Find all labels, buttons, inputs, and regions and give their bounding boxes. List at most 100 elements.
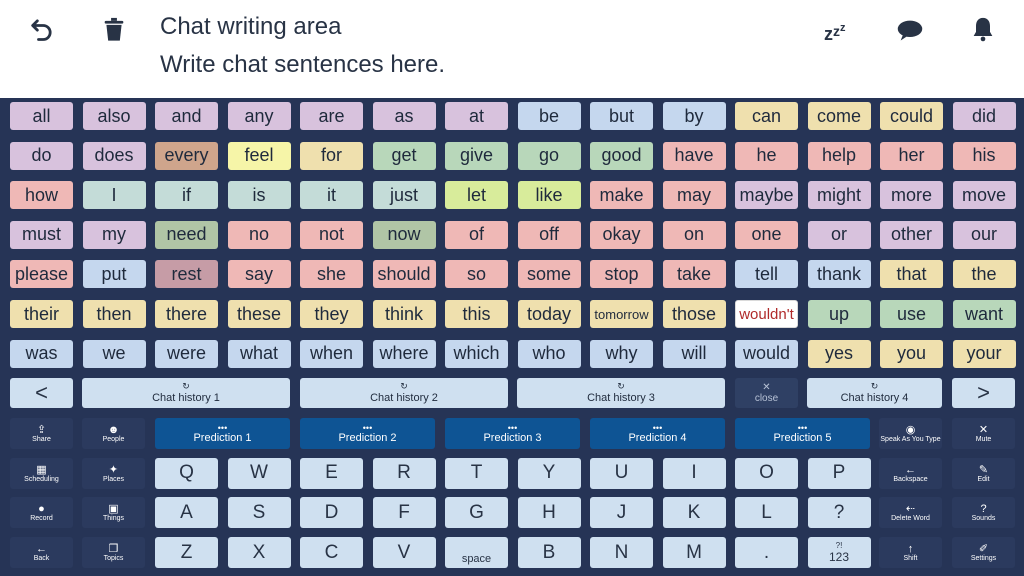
key-l[interactable]: L [735, 497, 798, 529]
key-y[interactable]: Y [517, 457, 581, 489]
word-key-rest[interactable]: rest [155, 260, 218, 289]
word-key-on[interactable]: on [662, 220, 726, 249]
word-key-do[interactable]: do [10, 141, 73, 170]
word-key-should[interactable]: should [372, 260, 436, 289]
key-g[interactable]: G [445, 497, 508, 529]
word-key-their[interactable]: their [10, 300, 73, 328]
key-x[interactable]: X [227, 537, 291, 569]
word-key-need[interactable]: need [155, 220, 218, 249]
word-key-then[interactable]: then [82, 300, 146, 328]
key-question[interactable]: ? [807, 497, 871, 529]
key-numbers[interactable]: ?! 123 [807, 537, 871, 569]
word-key-other[interactable]: other [880, 220, 943, 249]
word-key-or[interactable]: or [807, 220, 871, 249]
word-key-good[interactable]: good [590, 141, 653, 170]
word-key-yes[interactable]: yes [807, 339, 871, 368]
chat-history-4[interactable]: ↻ Chat history 4 [807, 378, 942, 408]
word-key-tomorrow[interactable]: tomorrow [590, 300, 653, 328]
word-key-are[interactable]: are [300, 102, 363, 130]
word-key-may[interactable]: may [662, 181, 726, 210]
word-key-make[interactable]: make [590, 181, 653, 210]
prediction-4[interactable]: ••• Prediction 4 [590, 418, 725, 449]
word-key-we[interactable]: we [82, 339, 146, 368]
side-button-things[interactable]: ▣ Things [82, 497, 145, 529]
word-key-were[interactable]: were [155, 339, 218, 368]
word-key-does[interactable]: does [82, 141, 146, 170]
side-button-people[interactable]: ☻ People [82, 418, 145, 449]
word-key-could[interactable]: could [880, 102, 943, 130]
word-key-our[interactable]: our [952, 220, 1016, 249]
word-key-was[interactable]: was [10, 339, 73, 368]
word-key-what[interactable]: what [227, 339, 291, 368]
side-button-settings[interactable]: ✐ Settings [952, 537, 1015, 569]
word-key-those[interactable]: those [662, 300, 726, 328]
word-key-and[interactable]: and [155, 102, 218, 130]
word-key-he[interactable]: he [735, 141, 798, 170]
side-button-back[interactable]: ← Back [10, 537, 73, 569]
word-key-tell[interactable]: tell [735, 260, 798, 289]
word-key-of[interactable]: of [445, 220, 508, 249]
word-key-okay[interactable]: okay [590, 220, 653, 249]
word-key-if[interactable]: if [155, 181, 218, 210]
key-m[interactable]: M [662, 537, 726, 569]
side-button-places[interactable]: ✦ Places [82, 457, 145, 489]
word-key-like[interactable]: like [517, 181, 581, 210]
key-c[interactable]: C [300, 537, 363, 569]
key-r[interactable]: R [372, 457, 436, 489]
word-key-i[interactable]: I [82, 181, 146, 210]
word-key-think[interactable]: think [372, 300, 436, 328]
word-key-where[interactable]: where [372, 339, 436, 368]
word-key-so[interactable]: so [445, 260, 508, 289]
bell-icon[interactable] [967, 13, 999, 45]
word-key-have[interactable]: have [662, 141, 726, 170]
word-key-no[interactable]: no [227, 220, 291, 249]
key-f[interactable]: F [372, 497, 436, 529]
key-q[interactable]: Q [155, 457, 218, 489]
key-k[interactable]: K [662, 497, 726, 529]
word-key-today[interactable]: today [517, 300, 581, 328]
key-j[interactable]: J [590, 497, 653, 529]
key-period[interactable]: . [735, 537, 798, 569]
word-key-take[interactable]: take [662, 260, 726, 289]
word-key-up[interactable]: up [807, 300, 871, 328]
word-key-now[interactable]: now [372, 220, 436, 249]
side-button-topics[interactable]: ❐ Topics [82, 537, 145, 569]
word-key-please[interactable]: please [10, 260, 73, 289]
chat-writing-title[interactable]: Chat writing area [160, 13, 342, 40]
word-key-some[interactable]: some [517, 260, 581, 289]
word-key-which[interactable]: which [445, 339, 508, 368]
key-u[interactable]: U [590, 457, 653, 489]
side-button-backspace[interactable]: ← Backspace [879, 457, 942, 489]
key-z[interactable]: Z [155, 537, 218, 569]
word-key-thank[interactable]: thank [807, 260, 871, 289]
word-key-not[interactable]: not [300, 220, 363, 249]
side-button-scheduling[interactable]: ▦ Scheduling [10, 457, 73, 489]
word-key-be[interactable]: be [517, 102, 581, 130]
side-button-record[interactable]: ● Record [10, 497, 73, 529]
word-key-go[interactable]: go [517, 141, 581, 170]
word-key-that[interactable]: that [880, 260, 943, 289]
word-key-when[interactable]: when [300, 339, 363, 368]
word-key-would[interactable]: would [735, 339, 798, 368]
key-e[interactable]: E [300, 457, 363, 489]
word-key-want[interactable]: want [952, 300, 1016, 328]
key-b[interactable]: B [517, 537, 581, 569]
word-key-off[interactable]: off [517, 220, 581, 249]
word-key-my[interactable]: my [82, 220, 146, 249]
word-key-for[interactable]: for [300, 141, 363, 170]
word-key-it[interactable]: it [300, 181, 363, 210]
prediction-5[interactable]: ••• Prediction 5 [735, 418, 870, 449]
word-key-who[interactable]: who [517, 339, 581, 368]
word-key-just[interactable]: just [372, 181, 436, 210]
word-key-also[interactable]: also [82, 102, 146, 130]
key-a[interactable]: A [155, 497, 218, 529]
word-key-by[interactable]: by [662, 102, 726, 130]
speech-bubble-icon[interactable] [894, 14, 926, 46]
key-n[interactable]: N [590, 537, 653, 569]
word-key-but[interactable]: but [590, 102, 653, 130]
side-button-sounds[interactable]: ? Sounds [952, 497, 1015, 529]
undo-icon[interactable] [26, 13, 58, 45]
key-d[interactable]: D [300, 497, 363, 529]
word-key-why[interactable]: why [590, 339, 653, 368]
word-key-maybe[interactable]: maybe [735, 181, 798, 210]
